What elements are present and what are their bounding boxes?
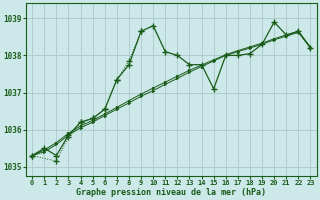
X-axis label: Graphe pression niveau de la mer (hPa): Graphe pression niveau de la mer (hPa) (76, 188, 266, 197)
